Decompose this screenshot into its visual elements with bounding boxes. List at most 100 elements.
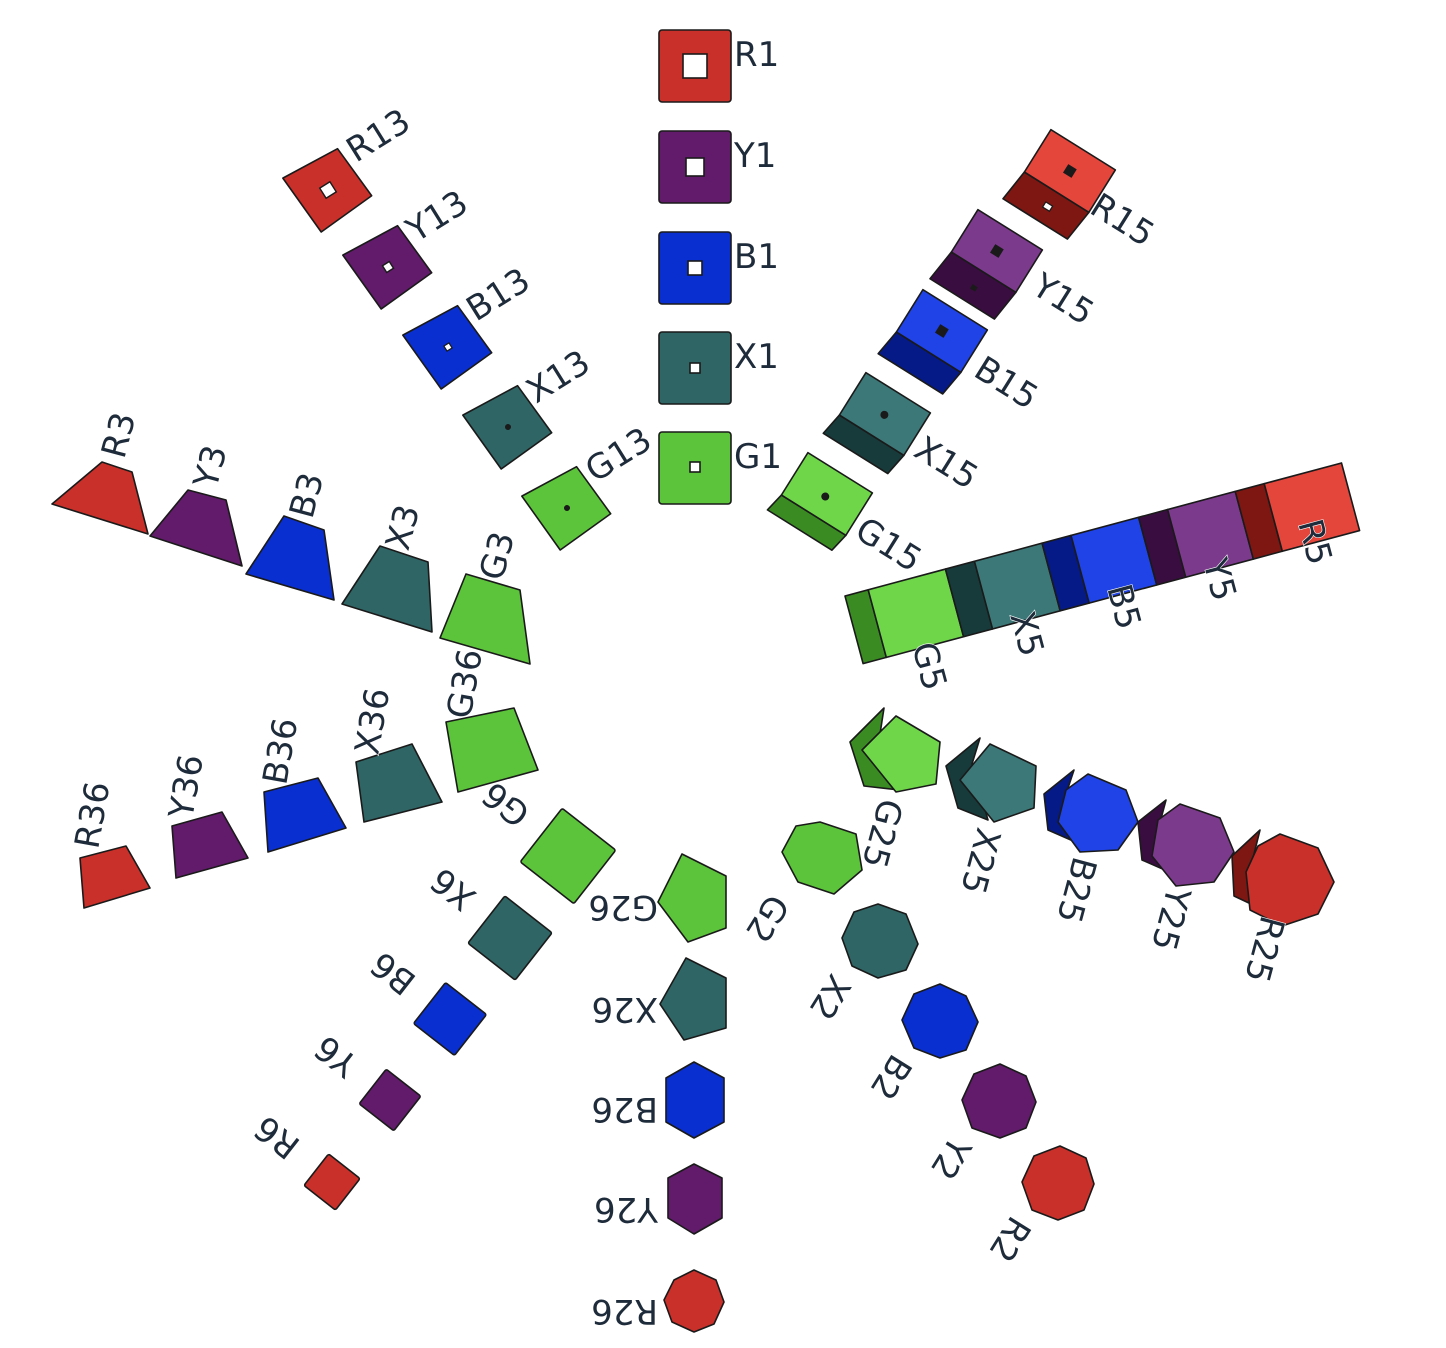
- label-G3: G3: [472, 528, 523, 585]
- shape-G5: [844, 568, 965, 665]
- group-2: G2 X2 B2 Y2 R2: [736, 821, 1095, 1269]
- label-R1: R1: [734, 35, 779, 75]
- label-G36: G36: [439, 646, 490, 722]
- label-G13: G13: [579, 420, 659, 491]
- shape-X26: [659, 957, 727, 1041]
- label-R36: R36: [67, 779, 118, 852]
- shape-Y2: [961, 1063, 1037, 1139]
- shape-B3: [245, 515, 335, 601]
- label-X36: X36: [347, 685, 398, 757]
- label-X2: X2: [801, 967, 859, 1026]
- label-B25: B25: [1048, 853, 1104, 928]
- group-5: [844, 462, 1361, 665]
- group-25: G25 X25 B25 Y25 R25: [849, 707, 1335, 987]
- shape-B25: [1043, 769, 1139, 853]
- shape-G3: [439, 573, 531, 665]
- shape-G15: [766, 451, 874, 551]
- shape-R13: [282, 147, 373, 233]
- shape-G6: [520, 808, 616, 904]
- group-36: G36 X36 B36 Y36 R36: [67, 645, 539, 909]
- shape-X15: [822, 371, 932, 475]
- label-B13: B13: [460, 260, 538, 329]
- shape-Y25: [1137, 799, 1235, 887]
- shape-Y3: [149, 489, 243, 567]
- shape-G26: [657, 853, 727, 943]
- label-Y26: Y26: [594, 1189, 659, 1229]
- label-B2: B2: [862, 1047, 920, 1106]
- label-Y6: Y6: [307, 1027, 366, 1085]
- group-3: G3 X3 B3 Y3 R3: [51, 408, 531, 665]
- label-G2: G2: [737, 887, 796, 949]
- shape-X13: [462, 384, 553, 470]
- shape-X5: [944, 542, 1061, 638]
- label-B1: B1: [734, 237, 779, 277]
- shape-R1: [658, 29, 732, 103]
- group-1: R1 Y1 B1 X1 G1: [658, 29, 783, 505]
- shape-X2: [841, 903, 919, 979]
- label-X3: X3: [378, 501, 428, 555]
- label-G1: G1: [734, 437, 782, 477]
- label-X5: X5: [1001, 607, 1051, 661]
- label-B36: B36: [255, 715, 306, 788]
- label-B15: B15: [967, 349, 1045, 418]
- shape-B13: [402, 304, 493, 390]
- shape-B2: [901, 983, 979, 1059]
- label-B3: B3: [282, 469, 332, 523]
- label-X26: X26: [591, 989, 658, 1029]
- shape-Y1: [658, 130, 732, 204]
- shape-B36: [263, 777, 347, 853]
- label-X25: X25: [952, 824, 1008, 899]
- label-B5: B5: [1098, 580, 1148, 634]
- shape-X1: [658, 331, 732, 405]
- shape-R15: [1002, 128, 1117, 240]
- shape-R5: [1234, 462, 1361, 560]
- label-Y1: Y1: [733, 136, 776, 176]
- label-R2: R2: [980, 1209, 1038, 1269]
- shape-X3: [341, 545, 433, 633]
- label-Y13: Y13: [399, 183, 475, 251]
- shape-G2: [781, 821, 863, 895]
- shape-R25: [1231, 829, 1335, 927]
- shape-G13: [521, 465, 612, 551]
- label-Y15: Y15: [1024, 265, 1100, 333]
- shape-Y13: [342, 224, 433, 310]
- shape-G36: [445, 707, 539, 793]
- label-R13: R13: [340, 101, 418, 170]
- label-X1: X1: [734, 337, 779, 377]
- shape-R6: [303, 1153, 361, 1211]
- shape-B26: [665, 1061, 725, 1139]
- shape-Y6: [359, 1069, 421, 1131]
- group-13: R13 Y13 B13 X13 G13: [282, 101, 659, 551]
- shape-Y26: [667, 1163, 723, 1235]
- shape-Y36: [171, 811, 249, 879]
- shape-R26: [663, 1269, 725, 1333]
- shape-X36: [355, 743, 443, 823]
- shape-B1: [658, 231, 732, 305]
- label-B26: B26: [591, 1089, 658, 1129]
- label-Y36: Y36: [161, 752, 212, 823]
- shape-B6: [413, 982, 487, 1056]
- label-R6: R6: [247, 1107, 307, 1166]
- label-R25: R25: [1236, 912, 1292, 987]
- shape-Y15: [929, 208, 1044, 320]
- label-G25: G25: [853, 795, 910, 873]
- group-15: R15 Y15 B15 X15 G15: [766, 128, 1162, 581]
- label-G5: G5: [903, 638, 954, 695]
- label-Y3: Y3: [186, 441, 236, 493]
- shape-X25: [945, 737, 1037, 823]
- label-G15: G15: [848, 510, 928, 581]
- shape-B15: [877, 288, 989, 395]
- label-R26: R26: [591, 1291, 658, 1331]
- shape-B5: [1041, 516, 1158, 612]
- label-Y25: Y25: [1143, 882, 1198, 955]
- shape-X6: [467, 895, 553, 981]
- group-26: G26 X26 B26 Y26 R26: [588, 853, 727, 1333]
- shape-R3: [51, 461, 149, 535]
- label-X6: X6: [424, 859, 484, 918]
- label-G26: G26: [588, 887, 658, 927]
- shape-G1: [658, 431, 732, 505]
- shape-R36: [79, 845, 151, 909]
- label-X15: X15: [907, 429, 985, 498]
- label-Y2: Y2: [922, 1128, 979, 1186]
